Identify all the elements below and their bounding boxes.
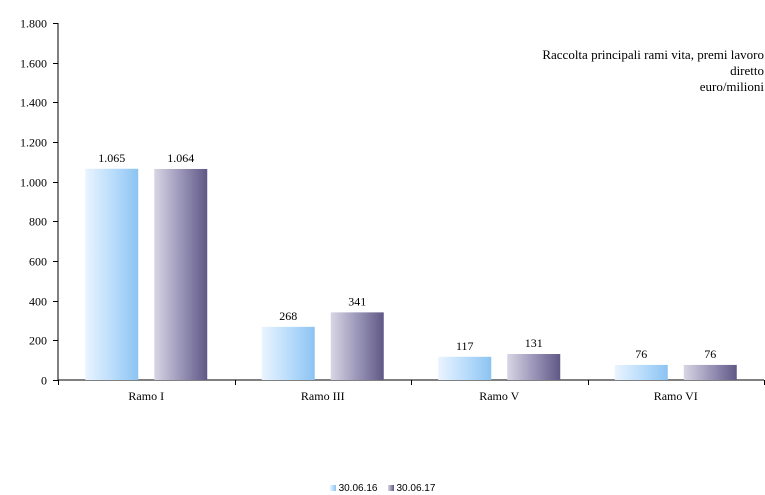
y-tick-label: 200 bbox=[29, 334, 47, 348]
x-tick-label: Ramo III bbox=[301, 389, 345, 403]
y-tick-label: 1.800 bbox=[20, 17, 47, 31]
annotation-line-1: Raccolta principali rami vita, premi lav… bbox=[542, 47, 764, 62]
legend-label-series-1: 30.06.16 bbox=[338, 482, 378, 494]
bar-1 bbox=[85, 168, 139, 380]
bar-1 bbox=[614, 364, 668, 380]
chart-annotation: Raccolta principali rami vita, premi lav… bbox=[404, 47, 764, 95]
y-tick-label: 1.200 bbox=[20, 136, 47, 150]
legend-swatch-series-2 bbox=[387, 485, 394, 491]
y-tick-label: 1.600 bbox=[20, 57, 47, 71]
bar-1 bbox=[261, 326, 315, 380]
annotation-line-3: euro/milioni bbox=[699, 79, 764, 94]
x-tick-label: Ramo I bbox=[128, 389, 164, 403]
x-tick-label: Ramo V bbox=[479, 389, 519, 403]
chart-legend: 30.06.16 30.06.17 bbox=[0, 481, 765, 495]
y-tick-label: 1.400 bbox=[20, 96, 47, 110]
legend-label-series-2: 30.06.17 bbox=[396, 482, 436, 494]
data-label: 1.065 bbox=[98, 151, 125, 165]
y-tick-label: 600 bbox=[29, 255, 47, 269]
data-label: 76 bbox=[704, 347, 716, 361]
y-tick-label: 0 bbox=[41, 374, 47, 388]
x-tick-label: Ramo VI bbox=[654, 389, 698, 403]
legend-item-series-2: 30.06.17 bbox=[387, 482, 436, 494]
legend-swatch-series-1 bbox=[329, 485, 336, 491]
legend-item-series-1: 30.06.16 bbox=[329, 482, 378, 494]
data-label: 1.064 bbox=[167, 151, 194, 165]
y-tick-label: 1.000 bbox=[20, 176, 47, 190]
bar-2 bbox=[330, 312, 384, 380]
bar-1 bbox=[438, 356, 492, 380]
bar-2 bbox=[154, 168, 208, 380]
data-label: 117 bbox=[456, 339, 474, 353]
bar-2 bbox=[507, 354, 561, 380]
bar-2 bbox=[683, 364, 737, 380]
y-tick-label: 400 bbox=[29, 295, 47, 309]
data-label: 341 bbox=[348, 294, 366, 308]
data-label: 76 bbox=[635, 347, 647, 361]
data-label: 268 bbox=[279, 309, 297, 323]
y-tick-label: 800 bbox=[29, 215, 47, 229]
data-label: 131 bbox=[525, 336, 543, 350]
annotation-line-2: diretto bbox=[730, 63, 764, 78]
